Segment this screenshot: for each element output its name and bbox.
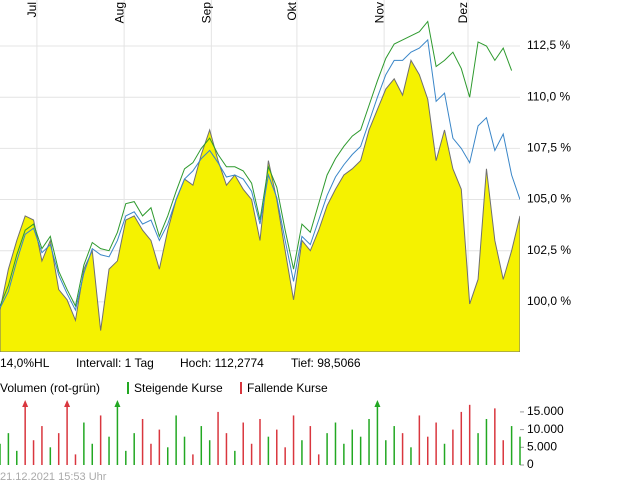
volume-bar: [250, 443, 253, 465]
y-tick-label: 110,0 %: [527, 89, 570, 103]
price-plot: [0, 0, 520, 352]
overflow-arrow: [64, 400, 71, 407]
labels: 100,0 % 102,5 % 105,0 % 107,5 % 110,0 % 112,5…: [25, 1, 571, 471]
volume-bar: [443, 443, 446, 465]
volume-bar: [259, 418, 261, 465]
volume-bar: [343, 443, 345, 465]
volume-bar: [49, 447, 52, 465]
y-tick-label: 15.000: [527, 404, 564, 418]
volume-bar: [292, 415, 295, 465]
volume-bar: [351, 429, 354, 465]
overflow-arrow: [22, 400, 29, 407]
volume-bar: [276, 429, 278, 465]
legend-label: Fallende Kurse: [247, 381, 328, 395]
x-tick-label: Nov: [372, 2, 386, 23]
x-tick-label: Dez: [456, 2, 470, 23]
volume-bar: [24, 402, 26, 465]
y-tick-label: 102,5 %: [527, 243, 571, 257]
volume-bar: [91, 443, 94, 465]
volume-plot: [0, 400, 524, 466]
volume-bar: [426, 436, 429, 465]
line: [0, 20, 513, 308]
info: Intervall: 1 Tag: [76, 356, 154, 370]
volume-bar: [510, 426, 513, 465]
volume-bar: [125, 450, 127, 465]
y-tick-label: 100,0 %: [527, 294, 571, 308]
legend-label: Steigende Kurse: [134, 381, 223, 395]
y-tick-label: 10.000: [527, 422, 564, 436]
x-tick-label: Sep: [200, 2, 214, 24]
volume-bar: [477, 433, 479, 465]
volume-bar: [326, 433, 328, 465]
volume-bar: [468, 404, 471, 465]
volume-bar: [192, 454, 194, 465]
volume-bar: [7, 433, 10, 465]
y-tick-label: 105,0 %: [527, 192, 571, 206]
volume-bar: [133, 433, 135, 465]
volume-bar: [183, 436, 186, 465]
volume-bar: [401, 433, 404, 465]
overflow-arrow: [374, 400, 381, 407]
volume-bar: [502, 440, 504, 465]
volume-bar: [57, 433, 60, 465]
line: [0, 38, 520, 312]
overflow-arrow: [114, 400, 121, 407]
info: Hoch: 112,2774: [180, 356, 264, 370]
volume-bar: [208, 440, 211, 465]
volume-bar: [410, 447, 412, 465]
volume-bar: [242, 422, 244, 465]
volume-bar: [108, 436, 110, 465]
x-tick-label: Aug: [112, 2, 126, 23]
volume-bar: [234, 450, 236, 465]
volume-bar: [334, 422, 337, 465]
volume-bar: [309, 426, 312, 465]
timestamp: 21.12.2021 15:53 Uhr: [0, 471, 107, 483]
volume-bar: [317, 454, 320, 465]
volume-bar: [460, 411, 463, 465]
info: Tief: 98,5066: [291, 356, 361, 370]
volume-bar: [150, 443, 152, 465]
volume-bar: [217, 411, 219, 465]
x-tick-label: Jul: [25, 2, 39, 17]
volume-bar: [99, 415, 102, 465]
volume-bar: [175, 415, 177, 465]
volume-bar: [284, 447, 286, 465]
volume-bar: [485, 418, 488, 465]
volume-bar: [418, 415, 421, 465]
volume-title: Volumen (rot-grün): [0, 381, 100, 395]
volume-bar: [0, 443, 1, 465]
volume-bar: [368, 418, 370, 465]
y-tick-label: 0: [527, 457, 534, 471]
volume-bar: [225, 433, 228, 465]
volume-bar: [452, 429, 454, 465]
volume-bar: [435, 422, 437, 465]
volume-bar: [267, 436, 270, 465]
volume-bar: [519, 436, 521, 465]
volume-bar: [74, 454, 77, 465]
volume-bar: [83, 422, 85, 465]
y-tick-label: 107,5 %: [527, 141, 571, 155]
volume-bar: [116, 402, 119, 465]
volume-bar: [158, 429, 161, 465]
volume-bar: [393, 426, 395, 465]
x-tick-label: Okt: [285, 1, 299, 20]
info: 14,0%HL: [0, 356, 50, 370]
volume-bar: [41, 426, 43, 465]
volume-bar: [200, 426, 203, 465]
y-tick-label: 112,5 %: [527, 38, 570, 52]
legend-swatch: [127, 382, 129, 394]
volume-bar: [359, 436, 362, 465]
volume-bar: [385, 440, 387, 465]
volume-bar: [32, 440, 35, 465]
volume-bar: [166, 447, 169, 465]
volume-bar: [141, 418, 144, 465]
volume-bar: [494, 408, 496, 465]
volume-bar: [66, 402, 68, 465]
legend-swatch: [240, 382, 242, 394]
y-tick-label: 5.000: [527, 439, 557, 453]
volume-bar: [301, 440, 303, 465]
volume-bar: [376, 402, 379, 465]
volume-bar: [16, 450, 18, 465]
